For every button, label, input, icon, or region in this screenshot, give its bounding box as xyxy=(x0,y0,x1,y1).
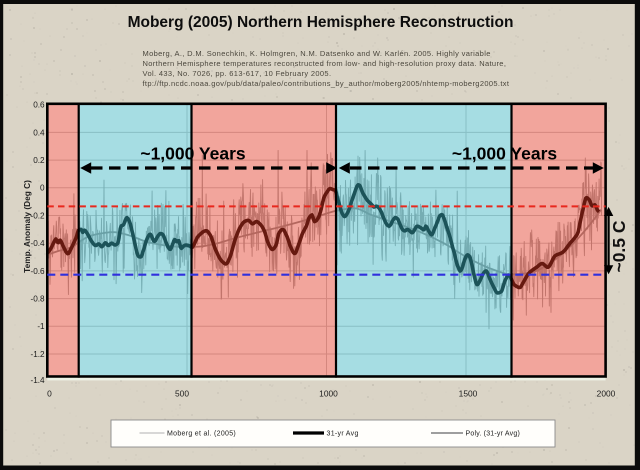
svg-text:0.6: 0.6 xyxy=(33,101,45,110)
svg-text:ftp://ftp.ncdc.noaa.gov/pub/da: ftp://ftp.ncdc.noaa.gov/pub/data/paleo/c… xyxy=(143,79,510,88)
svg-text:Poly. (31-yr Avg): Poly. (31-yr Avg) xyxy=(466,431,521,438)
svg-text:Moberg, A., D.M. Sonechkin, K.: Moberg, A., D.M. Sonechkin, K. Holmgren,… xyxy=(143,49,491,58)
svg-text:2000: 2000 xyxy=(597,389,616,399)
svg-text:-0.2: -0.2 xyxy=(30,211,45,220)
svg-text:Temp. Anomaly (Deg C): Temp. Anomaly (Deg C) xyxy=(22,180,32,273)
svg-text:-0.8: -0.8 xyxy=(30,295,45,304)
svg-text:0.4: 0.4 xyxy=(33,128,45,137)
svg-text:~0.5 C: ~0.5 C xyxy=(609,220,629,272)
svg-text:Moberg et al. (2005): Moberg et al. (2005) xyxy=(167,431,236,438)
svg-text:~1,000 Years: ~1,000 Years xyxy=(452,144,558,164)
svg-text:~1,000 Years: ~1,000 Years xyxy=(140,144,246,164)
svg-text:0.2: 0.2 xyxy=(33,156,45,165)
svg-text:0: 0 xyxy=(40,184,45,193)
svg-text:Northern Hemisphere temperatur: Northern Hemisphere temperatures reconst… xyxy=(143,59,507,68)
svg-text:31-yr Avg: 31-yr Avg xyxy=(327,431,359,438)
svg-text:1500: 1500 xyxy=(459,389,478,399)
svg-text:Vol. 433, No. 7026, pp. 613-61: Vol. 433, No. 7026, pp. 613-617, 10 Febr… xyxy=(143,69,332,78)
svg-text:-0.6: -0.6 xyxy=(30,267,45,276)
svg-text:1000: 1000 xyxy=(319,389,338,399)
svg-text:-0.4: -0.4 xyxy=(30,239,45,248)
svg-text:-1.4: -1.4 xyxy=(30,376,45,385)
svg-text:-1: -1 xyxy=(37,322,45,331)
svg-text:Moberg (2005) Northern Hemisph: Moberg (2005) Northern Hemisphere Recons… xyxy=(128,14,514,31)
svg-text:0: 0 xyxy=(47,389,52,399)
svg-text:-1.2: -1.2 xyxy=(30,350,45,359)
svg-text:500: 500 xyxy=(175,389,189,399)
